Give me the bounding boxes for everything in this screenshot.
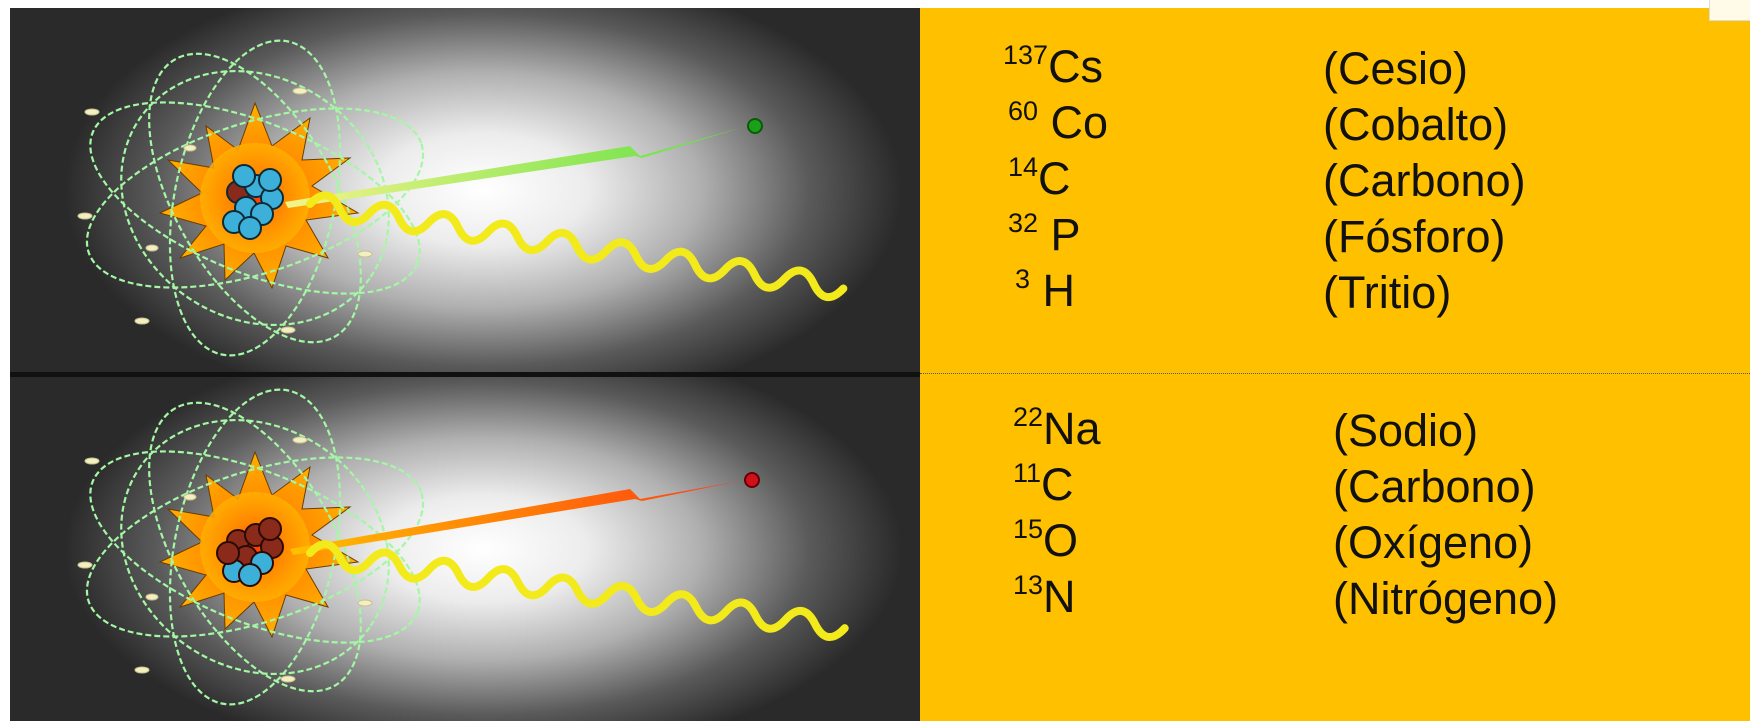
isotope-name: (Nitrógeno) [1333,573,1559,624]
isotope-name: (Fósforo) [1323,211,1506,262]
isotope-symbol: 60 Co [1008,96,1109,148]
isotope-name: (Carbono) [1323,155,1526,206]
panel-divider [10,372,920,377]
isotope-symbol: 14C [1008,152,1071,204]
isotope-symbol: 13N [1013,570,1076,622]
isotope-name: (Cesio) [1323,43,1469,94]
gamma-wave [306,540,849,641]
isotope-symbol: 11C [1013,458,1074,510]
corner-fold [1709,0,1750,21]
nucleus-icon [216,517,284,587]
nucleus-icon [222,164,284,240]
isotope-symbol: 137Cs [1003,40,1104,92]
emitted-particle [747,118,763,134]
isotope-list-beta-plus: 22Na (Sodio) 11C (Carbono) 15O (Oxígeno)… [920,374,1750,721]
isotope-name: (Sodio) [1333,405,1479,456]
isotope-symbol: 15O [1013,514,1079,566]
electron-orbits [85,39,425,357]
gamma-wave [306,191,848,301]
electron-orbits [85,388,425,706]
isotope-name: (Tritio) [1323,267,1452,318]
radial-background [10,8,920,372]
radial-background [10,377,920,721]
electrons [77,87,373,334]
isotope-name: (Carbono) [1333,461,1536,512]
emitted-particle [744,472,760,488]
isotope-symbol: 3 H [1015,264,1076,316]
isotope-list-beta-minus: 137Cs (Cesio) 60 Co (Cobalto) 14C (Carbo… [920,8,1750,374]
isotope-symbol: 32 P [1008,208,1081,260]
isotope-name: (Cobalto) [1323,99,1509,150]
isotope-symbol: 22Na [1013,402,1101,454]
atom-illustration-beta-plus [77,388,849,706]
isotope-name: (Oxígeno) [1333,517,1534,568]
particle-arrow [290,481,740,555]
atom-panel-beta-plus [10,377,920,721]
particle-arrow [285,128,740,208]
atom-illustration-beta-minus [77,39,848,357]
atom-panel-beta-minus [10,8,920,372]
electrons [77,436,373,683]
